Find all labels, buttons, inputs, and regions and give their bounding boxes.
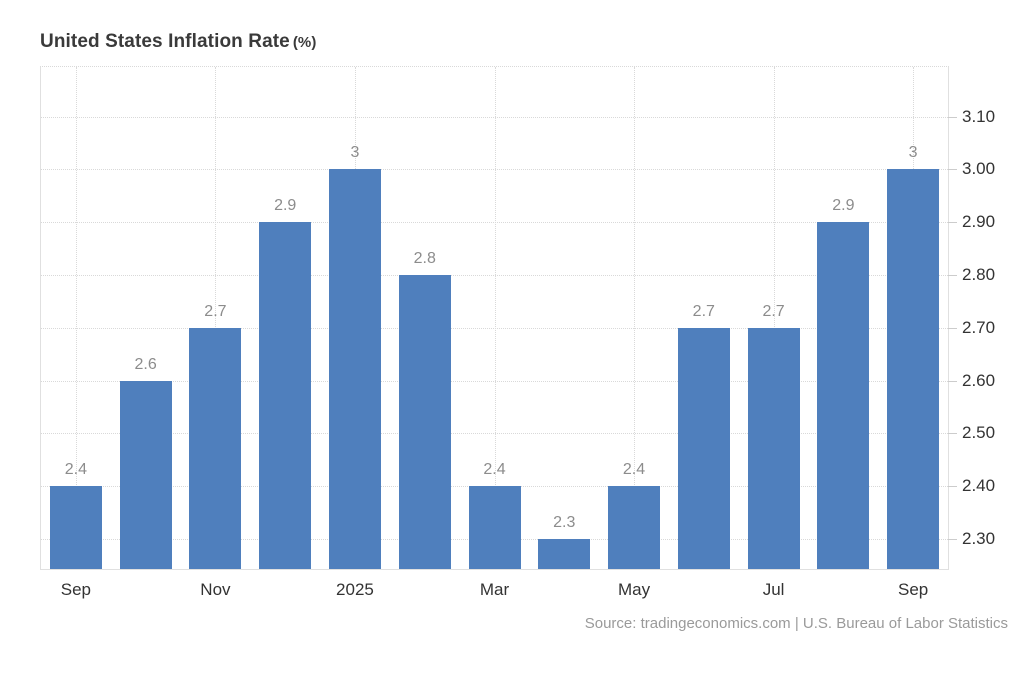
y-axis-tick bbox=[948, 274, 957, 276]
x-gridline bbox=[75, 67, 77, 569]
x-axis-label: Mar bbox=[479, 580, 510, 599]
x-axis-label: Sep bbox=[897, 580, 929, 599]
bar-may-8[interactable] bbox=[608, 486, 661, 569]
bar-value-label: 2.9 bbox=[832, 197, 855, 215]
bar-mar-6[interactable] bbox=[468, 486, 521, 569]
y-axis-tick bbox=[948, 538, 957, 540]
bar-sep-12[interactable] bbox=[887, 169, 940, 569]
bar-jun-9[interactable] bbox=[677, 327, 730, 569]
y-axis-tick bbox=[948, 486, 957, 488]
x-axis-label: Jul bbox=[762, 580, 785, 599]
y-axis-label: 3.10 bbox=[962, 106, 996, 126]
source-credit: Source: tradingeconomics.com | U.S. Bure… bbox=[584, 615, 1008, 632]
x-axis-label: 2025 bbox=[336, 580, 374, 599]
chart-title: United States Inflation Rate (%) bbox=[40, 31, 316, 53]
chart-title-unit: (%) bbox=[292, 34, 317, 51]
bar-value-label: 3 bbox=[908, 144, 918, 162]
bar-oct-1[interactable] bbox=[119, 380, 172, 569]
y-axis-tick bbox=[948, 433, 957, 435]
bar-nov-2[interactable] bbox=[189, 327, 242, 569]
bar-value-label: 2.4 bbox=[483, 461, 506, 479]
bar-value-label: 2.7 bbox=[762, 302, 785, 320]
x-axis-label: Nov bbox=[200, 580, 231, 599]
y-axis-label: 2.30 bbox=[962, 528, 996, 548]
y-axis-tick bbox=[948, 116, 957, 118]
bar-dec-3[interactable] bbox=[259, 222, 312, 569]
x-gridline bbox=[773, 67, 775, 569]
x-gridline bbox=[494, 67, 496, 569]
bar-aug-11[interactable] bbox=[817, 222, 870, 569]
x-gridline bbox=[634, 67, 636, 569]
chart-title-text: United States Inflation Rate bbox=[40, 31, 290, 52]
y-axis-tick bbox=[948, 169, 957, 171]
bar-value-label: 2.3 bbox=[553, 513, 576, 531]
bar-value-label: 2.8 bbox=[413, 249, 436, 267]
bar-value-label: 3 bbox=[350, 144, 360, 162]
y-axis-label: 2.90 bbox=[962, 212, 996, 232]
bar-apr-7[interactable] bbox=[538, 538, 591, 569]
bar-sep-0[interactable] bbox=[49, 486, 102, 569]
bar-value-label: 2.7 bbox=[204, 302, 227, 320]
x-gridline bbox=[215, 67, 217, 569]
y-axis-label: 2.60 bbox=[962, 370, 996, 390]
x-axis-label: May bbox=[617, 580, 651, 599]
bar-feb-5[interactable] bbox=[398, 274, 451, 569]
bar-value-label: 2.7 bbox=[692, 302, 715, 320]
bar-2025-4[interactable] bbox=[328, 169, 381, 569]
bar-value-label: 2.6 bbox=[134, 355, 157, 373]
bar-value-label: 2.9 bbox=[274, 197, 297, 215]
y-axis-tick bbox=[948, 380, 957, 382]
x-axis-label: Sep bbox=[60, 580, 91, 599]
bar-value-label: 2.4 bbox=[64, 461, 87, 479]
y-axis-label: 2.70 bbox=[962, 317, 996, 337]
plot-area: 3.10 3.00 2.90 2.80 2.70 2.60 2.50 2.40 2.30 Sep 2… bbox=[40, 66, 995, 599]
bar-jul-10[interactable] bbox=[747, 327, 800, 569]
bar-value-label: 2.4 bbox=[622, 461, 646, 479]
y-axis-tick bbox=[948, 327, 957, 329]
y-axis-tick bbox=[948, 222, 957, 224]
y-axis-label: 2.80 bbox=[962, 264, 996, 284]
y-axis-label: 2.50 bbox=[962, 423, 996, 443]
y-axis-label: 3.00 bbox=[962, 159, 996, 179]
y-axis-label: 2.40 bbox=[962, 476, 996, 496]
